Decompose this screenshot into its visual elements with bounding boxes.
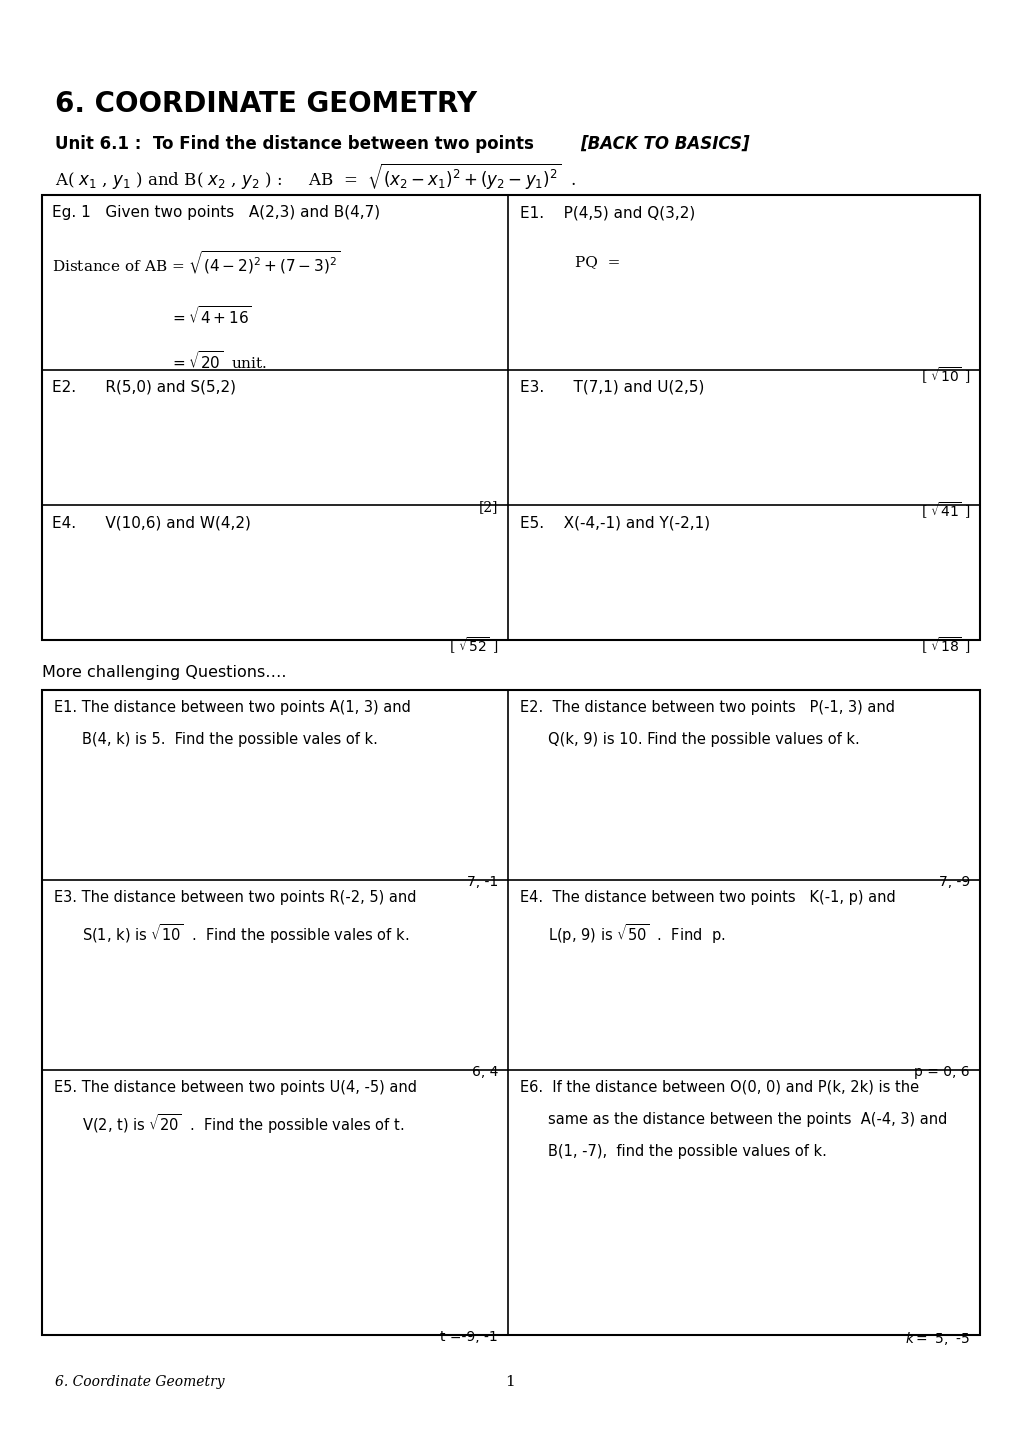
Text: V(2, t) is $\sqrt{20}$  .  Find the possible vales of t.: V(2, t) is $\sqrt{20}$ . Find the possib…	[82, 1113, 405, 1136]
Text: E3.      T(7,1) and U(2,5): E3. T(7,1) and U(2,5)	[520, 380, 704, 395]
Text: PQ  =: PQ =	[575, 255, 620, 268]
Text: E2.  The distance between two points   P(-1, 3) and: E2. The distance between two points P(-1…	[520, 700, 894, 714]
Bar	[42, 195, 979, 641]
Text: [ $\sqrt{10}$ ]: [ $\sqrt{10}$ ]	[920, 365, 969, 385]
Text: [ $\sqrt{18}$ ]: [ $\sqrt{18}$ ]	[920, 635, 969, 655]
Text: E5.    X(-4,-1) and Y(-2,1): E5. X(-4,-1) and Y(-2,1)	[520, 515, 709, 530]
Text: E1.    P(4,5) and Q(3,2): E1. P(4,5) and Q(3,2)	[520, 205, 695, 219]
Text: [BACK TO BASICS]: [BACK TO BASICS]	[580, 136, 749, 153]
Text: same as the distance between the points  A(-4, 3) and: same as the distance between the points …	[547, 1113, 947, 1127]
Text: Unit 6.1 :  To Find the distance between two points: Unit 6.1 : To Find the distance between …	[55, 136, 550, 153]
Text: More challenging Questions….: More challenging Questions….	[42, 665, 286, 680]
Text: $= \sqrt{20}$  unit.: $= \sqrt{20}$ unit.	[170, 351, 267, 372]
Text: t =-9, -1: t =-9, -1	[440, 1330, 497, 1343]
Text: Eg. 1   Given two points   A(2,3) and B(4,7): Eg. 1 Given two points A(2,3) and B(4,7)	[52, 205, 380, 219]
Text: B(4, k) is 5.  Find the possible vales of k.: B(4, k) is 5. Find the possible vales of…	[82, 732, 377, 747]
Text: E6.  If the distance between O(0, 0) and P(k, 2k) is the: E6. If the distance between O(0, 0) and …	[520, 1079, 918, 1095]
Text: 6, 4: 6, 4	[471, 1065, 497, 1079]
Text: $k =\ 5,\ $-5: $k =\ 5,\ $-5	[905, 1330, 969, 1346]
Text: 6. COORDINATE GEOMETRY: 6. COORDINATE GEOMETRY	[55, 89, 477, 118]
Text: E3. The distance between two points R(-2, 5) and: E3. The distance between two points R(-2…	[54, 890, 416, 905]
Text: 1: 1	[504, 1375, 515, 1390]
Text: B(1, -7),  find the possible values of k.: B(1, -7), find the possible values of k.	[547, 1144, 826, 1159]
Text: L(p, 9) is $\sqrt{50}$  .  Find  p.: L(p, 9) is $\sqrt{50}$ . Find p.	[547, 922, 725, 945]
Text: [2]: [2]	[478, 501, 497, 514]
Text: Q(k, 9) is 10. Find the possible values of k.: Q(k, 9) is 10. Find the possible values …	[547, 732, 859, 747]
Text: E4.  The distance between two points   K(-1, p) and: E4. The distance between two points K(-1…	[520, 890, 895, 905]
Text: A( $x_1$ , $y_1$ ) and B( $x_2$ , $y_2$ ) :     AB  =  $\sqrt{(x_2 - x_1)^2 + (y: A( $x_1$ , $y_1$ ) and B( $x_2$ , $y_2$ …	[55, 162, 575, 192]
Text: $= \sqrt{4 + 16}$: $= \sqrt{4 + 16}$	[170, 304, 252, 328]
Text: E4.      V(10,6) and W(4,2): E4. V(10,6) and W(4,2)	[52, 515, 251, 530]
Text: 7, -9: 7, -9	[937, 874, 969, 889]
Bar	[42, 690, 979, 1335]
Text: E1. The distance between two points A(1, 3) and: E1. The distance between two points A(1,…	[54, 700, 411, 714]
Text: 6. Coordinate Geometry: 6. Coordinate Geometry	[55, 1375, 224, 1390]
Text: E5. The distance between two points U(4, -5) and: E5. The distance between two points U(4,…	[54, 1079, 417, 1095]
Text: E2.      R(5,0) and S(5,2): E2. R(5,0) and S(5,2)	[52, 380, 235, 395]
Text: [ $\sqrt{41}$ ]: [ $\sqrt{41}$ ]	[920, 501, 969, 521]
Text: [ $\sqrt{52}$ ]: [ $\sqrt{52}$ ]	[448, 635, 497, 655]
Text: S(1, k) is $\sqrt{10}$  .  Find the possible vales of k.: S(1, k) is $\sqrt{10}$ . Find the possib…	[82, 922, 409, 945]
Text: Distance of AB = $\sqrt{(4-2)^2 + (7-3)^2}$: Distance of AB = $\sqrt{(4-2)^2 + (7-3)^…	[52, 250, 340, 277]
Text: 7, -1: 7, -1	[467, 874, 497, 889]
Text: p = 0, 6: p = 0, 6	[913, 1065, 969, 1079]
